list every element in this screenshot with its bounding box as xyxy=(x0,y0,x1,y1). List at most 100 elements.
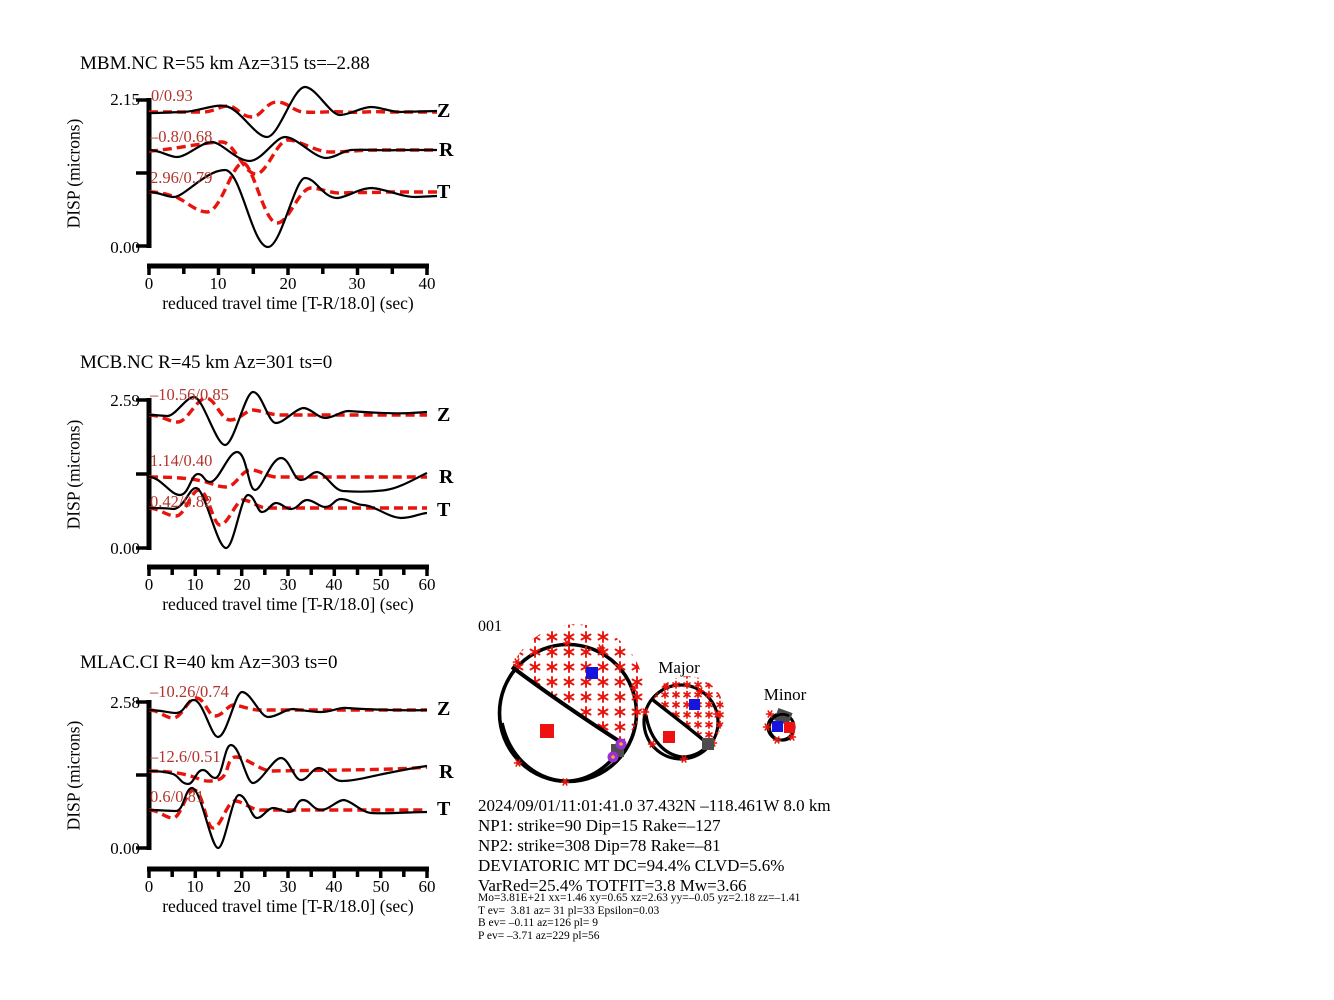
panel3-component-T: T xyxy=(437,798,451,820)
panel1-title: MBM.NC R=55 km Az=315 ts=–2.88 xyxy=(80,53,370,74)
p-axis-marker xyxy=(663,731,675,743)
nodal-plane-steep xyxy=(510,665,624,745)
panel2-traces xyxy=(148,390,428,550)
panel3-ytick-max: 2.58 xyxy=(110,693,140,712)
panel3-annotation-R: –12.6/0.51 xyxy=(150,747,221,766)
p2-R-synthetic xyxy=(148,468,428,489)
panel1-traces xyxy=(148,85,438,249)
minor-beachball-label: Minor xyxy=(763,685,807,704)
panel2-annotation-R: 1.14/0.40 xyxy=(150,451,213,470)
beachball-minor xyxy=(762,707,797,744)
panel1-ylabel: DISP (microns) xyxy=(63,118,84,229)
p-axis-marker xyxy=(784,722,795,733)
panel1-ytick-max: 2.15 xyxy=(110,90,140,109)
p1-T-synthetic xyxy=(148,161,437,225)
panel3-traces xyxy=(148,690,428,850)
beachball-major xyxy=(640,676,725,763)
p1-Z-observed xyxy=(148,85,438,139)
p3-T-synthetic xyxy=(148,788,427,830)
panel3-component-R: R xyxy=(439,761,454,783)
t-axis-marker xyxy=(586,667,598,679)
event-b-axis-detail: B ev= –0.11 az=126 pl= 9 xyxy=(478,917,598,929)
panel1-xtick: 0 xyxy=(144,274,154,293)
event-moment-tensor-detail: Mo=3.81E+21 xx=1.46 xy=0.65 xz=2.63 yy=–… xyxy=(478,892,801,904)
panel2-ytick-max: 2.59 xyxy=(110,391,140,410)
solution-index-label: 001 xyxy=(478,618,502,635)
panel1-component-Z: Z xyxy=(437,100,451,122)
event-origin-line: 2024/09/01/11:01:41.0 37.432N –118.461W … xyxy=(478,796,831,815)
panel3-axes xyxy=(136,700,429,878)
panel2-annotation-T: 0.42/0.82 xyxy=(150,492,213,511)
panel2-component-R: R xyxy=(439,466,454,488)
tension-region xyxy=(512,624,644,743)
panel1-xtick: 20 xyxy=(279,274,297,293)
panel2-annotation-Z: –10.56/0.85 xyxy=(150,385,229,404)
panel3-annotation-Z: –10.26/0.74 xyxy=(150,682,229,701)
panel3-xtick: 40 xyxy=(325,877,343,896)
panel2-xtick: 0 xyxy=(144,575,154,594)
panel2-xlabel: reduced travel time [T-R/18.0] (sec) xyxy=(162,594,414,614)
tension-region xyxy=(653,676,725,744)
p2-T-synthetic xyxy=(148,488,427,527)
panel3-xlabel: reduced travel time [T-R/18.0] (sec) xyxy=(162,896,414,916)
panel1-xlabel: reduced travel time [T-R/18.0] (sec) xyxy=(162,293,414,313)
p1-T-observed xyxy=(148,168,438,249)
panel1-annotation-Z: 0/0.93 xyxy=(151,86,193,105)
p3-Z-synthetic xyxy=(148,696,427,720)
panel2-ytick-min: 0.00 xyxy=(110,539,140,558)
panel3-annotation-T: 0.6/0.81 xyxy=(150,787,205,806)
panel2-title: MCB.NC R=45 km Az=301 ts=0 xyxy=(80,352,333,373)
station-square-gray xyxy=(774,707,793,726)
event-np1-line: NP1: strike=90 Dip=15 Rake=–127 xyxy=(478,816,721,835)
event-np2-line: NP2: strike=308 Dip=78 Rake=–81 xyxy=(478,836,721,855)
p-axis-marker xyxy=(540,724,554,738)
panel1-component-T: T xyxy=(437,181,451,203)
panel2-xtick: 30 xyxy=(279,575,297,594)
major-beachball-label: Major xyxy=(658,658,700,677)
panel3-xtick: 30 xyxy=(279,877,297,896)
panel3-component-Z: Z xyxy=(437,698,451,720)
panel2-xtick: 40 xyxy=(325,575,343,594)
panel1-component-R: R xyxy=(439,139,454,161)
panel2-xtick: 50 xyxy=(372,575,390,594)
panel2-component-T: T xyxy=(437,499,451,521)
panel2-component-Z: Z xyxy=(437,404,451,426)
p2-Z-synthetic xyxy=(148,396,427,424)
event-p-axis-detail: P ev= –3.71 az=229 pl=56 xyxy=(478,929,600,942)
p1-R-observed xyxy=(148,135,437,163)
panel2-ylabel: DISP (microns) xyxy=(63,419,84,530)
panel3-ylabel: DISP (microns) xyxy=(63,720,84,831)
p1-R-synthetic xyxy=(148,138,437,176)
t-axis-marker xyxy=(689,699,700,710)
panel1-axes xyxy=(136,98,429,275)
panel1-annotation-T: 2.96/0.79 xyxy=(150,168,213,187)
event-fit-line: VarRed=25.4% TOTFIT=3.8 Mw=3.66 xyxy=(478,876,747,895)
p2-T-observed xyxy=(148,486,428,550)
event-mt-line: DEVIATORIC MT DC=94.4% CLVD=5.6% xyxy=(478,856,785,875)
panel1-annotation-R: –0.8/0.68 xyxy=(150,127,213,146)
panel1-xtick: 30 xyxy=(348,274,366,293)
beachball-full-solution xyxy=(497,624,644,786)
station-square-gray xyxy=(702,738,714,750)
panel3-xtick: 10 xyxy=(186,877,204,896)
panel3-xtick: 20 xyxy=(233,877,251,896)
t-axis-marker xyxy=(772,721,783,732)
p3-Z-observed xyxy=(148,690,428,739)
panel2-xtick: 20 xyxy=(233,575,251,594)
panel3-title: MLAC.CI R=40 km Az=303 ts=0 xyxy=(80,652,338,673)
panel2-xtick: 10 xyxy=(186,575,204,594)
panel3-xtick: 0 xyxy=(144,877,154,896)
panel1-ytick-min: 0.00 xyxy=(110,238,140,257)
panel2-axes xyxy=(136,398,429,576)
panel3-xtick: 50 xyxy=(372,877,390,896)
p2-R-observed xyxy=(148,450,428,497)
p2-Z-observed xyxy=(148,390,428,447)
panel1-xtick: 40 xyxy=(418,274,436,293)
p3-T-observed xyxy=(148,786,428,850)
panel3-xtick: 60 xyxy=(418,877,436,896)
panel2-xtick: 60 xyxy=(418,575,436,594)
panel3-ytick-min: 0.00 xyxy=(110,839,140,858)
p3-R-observed xyxy=(148,743,428,786)
